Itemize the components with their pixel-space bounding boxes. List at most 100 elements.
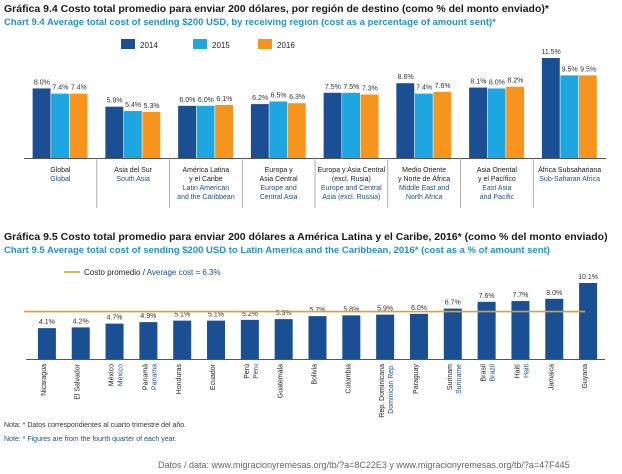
- chart-95-title-es: Gráfica 9.5 Costo total promedio para en…: [4, 231, 608, 243]
- value-label-14: 7.7%: [512, 292, 528, 299]
- value-label-2014-2: 6.0%: [179, 97, 195, 104]
- category-label-es-7-0: África Subsahariana: [538, 165, 601, 174]
- category-label-es-12: Surinam: [447, 364, 454, 390]
- category-label-es-0: Nicaragua: [41, 364, 48, 396]
- bar-2016-5: [433, 91, 452, 158]
- value-label-2016-3: 6.3%: [289, 94, 305, 101]
- value-label-2014-4: 7.5%: [325, 84, 341, 91]
- category-label-es-15: Jamaica: [548, 364, 555, 390]
- data-source: Datos / data: www.migracionyremesas.org/…: [158, 460, 570, 470]
- value-label-2016-0: 7.4%: [71, 85, 87, 92]
- value-label-5: 5.1%: [208, 312, 224, 319]
- value-label-2015-7: 9.5%: [562, 66, 578, 73]
- value-label-2016-4: 7.3%: [362, 86, 378, 93]
- bar-2014-2: [178, 105, 197, 158]
- value-label-2015-4: 7.5%: [343, 84, 359, 91]
- category-label-en-7-0: Sub-Saharan Africa: [539, 176, 600, 183]
- bar-2016-3: [287, 103, 306, 158]
- value-label-2014-6: 8.1%: [470, 79, 486, 86]
- value-label-2015-3: 6.5%: [271, 92, 287, 99]
- average-label-en: Average cost = 6.3%: [147, 268, 221, 277]
- category-label-es-2-0: América Latina: [183, 167, 230, 174]
- category-label-en-12: Suriname: [456, 364, 463, 394]
- category-label-en-6: Peru: [253, 364, 260, 379]
- category-label-es-5-0: Medio Oriente: [402, 167, 446, 174]
- category-label-es-3-0: Europa y: [265, 167, 294, 174]
- legend-swatch-2016: [258, 39, 272, 49]
- category-label-es-4-1: (excl. Rusia): [332, 176, 371, 183]
- category-label-es-3: Panamá: [142, 364, 149, 390]
- bar-2014-0: [32, 88, 51, 158]
- value-label-13: 7.6%: [479, 293, 495, 300]
- bar-2014-7: [541, 58, 560, 158]
- category-label-es-1: El Salvador: [75, 363, 82, 399]
- note-en: Note: * Figures are from the fourth quar…: [4, 436, 177, 443]
- bar-2015-2: [196, 105, 215, 158]
- average-label-sep: /: [140, 268, 146, 277]
- bar-2015-4: [342, 92, 361, 158]
- bar-5: [207, 320, 226, 359]
- note-es: Nota: * Datos correspondientes al cuarto…: [4, 422, 187, 429]
- category-label-es-2: México: [109, 364, 116, 386]
- category-label-es-6-1: y el Pacífico: [478, 176, 516, 183]
- category-label-en-3: Panama: [151, 364, 158, 390]
- bar-2014-3: [250, 104, 269, 158]
- value-label-6: 5.2%: [242, 311, 258, 318]
- value-label-8: 5.7%: [310, 307, 326, 314]
- value-label-2014-0: 8.0%: [34, 79, 50, 86]
- bar-11: [409, 313, 428, 359]
- category-label-en-1-0: South Asia: [116, 176, 150, 183]
- value-label-15: 8.0%: [546, 290, 562, 297]
- value-label-7: 5.3%: [276, 310, 292, 317]
- category-label-es-6-0: Asia Oriental: [477, 167, 518, 174]
- category-label-en-2-0: Latin American: [183, 185, 229, 192]
- bar-2015-1: [123, 111, 142, 158]
- value-label-0: 4.1%: [39, 319, 55, 326]
- bar-2014-6: [469, 87, 488, 158]
- bar-2015-5: [414, 93, 433, 158]
- legend-swatch-2014: [121, 39, 135, 49]
- value-label-10: 5.9%: [377, 306, 393, 313]
- legend-swatch-2015: [193, 39, 207, 49]
- category-label-es-13: Brasil: [481, 364, 488, 382]
- category-label-es-2-1: y el Caribe: [189, 176, 223, 183]
- bar-3: [139, 322, 158, 359]
- bar-6: [240, 319, 259, 359]
- category-label-es-1-0: Asia del Sur: [114, 167, 152, 174]
- category-label-es-8: Bolivia: [312, 364, 319, 385]
- category-label-es-4-0: Europa y Asia Central: [318, 167, 386, 174]
- chart-95-title-en: Chart 9.5 Average total cost of sending …: [4, 245, 550, 256]
- bar-8: [308, 316, 327, 359]
- bar-2016-1: [142, 111, 161, 158]
- bar-2: [105, 323, 124, 359]
- value-label-2015-0: 7.4%: [52, 85, 68, 92]
- bar-1: [71, 327, 90, 359]
- value-label-4: 5.1%: [174, 312, 190, 319]
- bar-14: [511, 301, 530, 359]
- bar-2015-7: [560, 75, 579, 158]
- bar-12: [443, 308, 462, 359]
- bar-2015-0: [51, 93, 70, 158]
- bar-2016-7: [578, 75, 597, 158]
- bar-13: [477, 301, 496, 359]
- legend-label-2016: 2016: [277, 41, 295, 50]
- bar-2016-2: [215, 104, 234, 158]
- chart-94-title-es: Gráfica 9.4 Costo total promedio para en…: [4, 3, 549, 15]
- value-label-2016-1: 5.3%: [144, 103, 160, 110]
- average-label-es: Costo promedio: [84, 268, 141, 277]
- bar-15: [545, 298, 564, 359]
- value-label-2016-7: 9.5%: [580, 66, 596, 73]
- value-label-2014-3: 6.2%: [252, 95, 268, 102]
- bar-2014-4: [323, 92, 342, 158]
- bar-10: [376, 314, 395, 359]
- category-label-en-4-0: Europe and Central: [321, 185, 382, 192]
- category-label-es-3-1: Asia Central: [260, 176, 299, 183]
- value-label-2015-5: 7.4%: [416, 85, 432, 92]
- category-label-en-6-0: East Asia: [482, 185, 511, 192]
- category-label-es-5-1: y Norte de África: [398, 174, 450, 183]
- chart-94-title-en: Chart 9.4 Average total cost of sending …: [4, 17, 496, 28]
- value-label-2015-1: 5.4%: [125, 102, 141, 109]
- value-label-2016-6: 8.2%: [507, 78, 523, 85]
